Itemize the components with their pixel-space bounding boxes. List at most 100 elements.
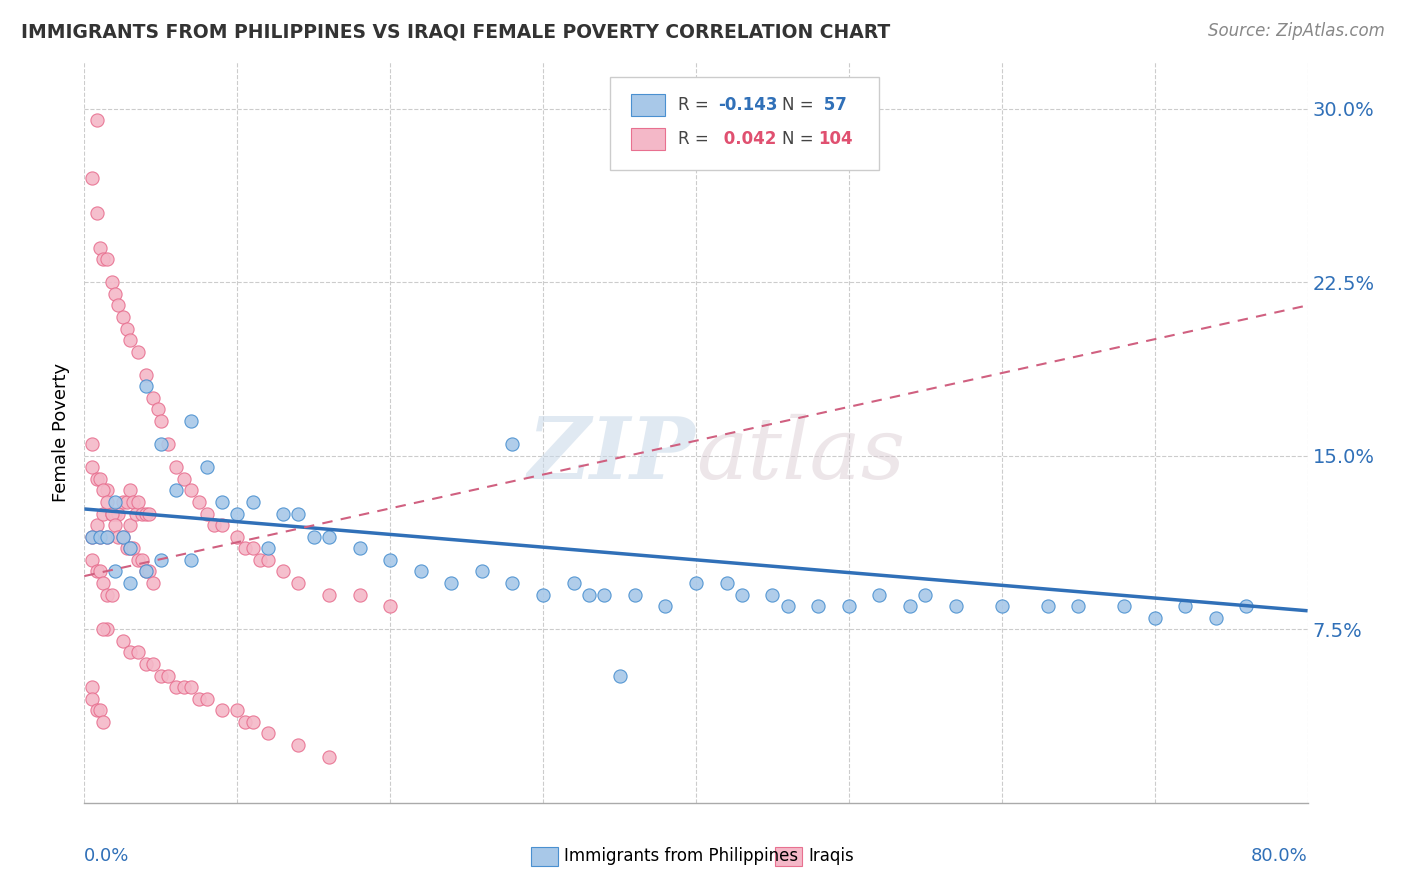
Point — [173, 680, 195, 694]
Point — [287, 738, 309, 752]
Point — [135, 507, 157, 521]
Point — [96, 252, 118, 266]
Point — [104, 507, 127, 521]
Text: R =: R = — [678, 129, 714, 148]
Text: Source: ZipAtlas.com: Source: ZipAtlas.com — [1208, 22, 1385, 40]
Point — [869, 588, 891, 602]
Point — [96, 622, 118, 636]
Point — [107, 298, 129, 312]
Text: Iraqis: Iraqis — [808, 847, 855, 865]
Point — [115, 321, 138, 335]
Text: N =: N = — [782, 96, 818, 114]
Point — [120, 541, 142, 556]
Point — [111, 530, 134, 544]
Point — [104, 518, 127, 533]
Point — [257, 726, 280, 740]
Point — [226, 507, 249, 521]
Point — [157, 437, 180, 451]
Point — [142, 391, 165, 405]
Y-axis label: Female Poverty: Female Poverty — [52, 363, 70, 502]
Point — [1067, 599, 1090, 614]
Point — [318, 530, 340, 544]
Text: IMMIGRANTS FROM PHILIPPINES VS IRAQI FEMALE POVERTY CORRELATION CHART: IMMIGRANTS FROM PHILIPPINES VS IRAQI FEM… — [21, 22, 890, 41]
Point — [1236, 599, 1258, 614]
Point — [211, 703, 233, 717]
Text: 80.0%: 80.0% — [1251, 847, 1308, 865]
Point — [120, 333, 142, 347]
Point — [685, 576, 707, 591]
Point — [242, 495, 264, 509]
Point — [89, 472, 111, 486]
Text: 0.0%: 0.0% — [84, 847, 129, 865]
Point — [1143, 610, 1166, 624]
Text: R =: R = — [678, 96, 714, 114]
Point — [115, 541, 138, 556]
Point — [111, 633, 134, 648]
Point — [91, 622, 114, 636]
Point — [89, 240, 111, 255]
Point — [226, 703, 249, 717]
Point — [257, 541, 280, 556]
Point — [609, 668, 631, 682]
Point — [120, 645, 142, 659]
FancyBboxPatch shape — [531, 847, 558, 866]
Point — [165, 460, 187, 475]
Point — [731, 588, 754, 602]
Point — [120, 518, 142, 533]
Point — [86, 113, 108, 128]
Point — [86, 518, 108, 533]
Point — [89, 530, 111, 544]
Point — [211, 495, 233, 509]
Point — [131, 507, 153, 521]
Point — [195, 691, 218, 706]
Point — [233, 541, 256, 556]
Point — [211, 518, 233, 533]
Point — [96, 530, 118, 544]
Point — [107, 530, 129, 544]
Point — [1174, 599, 1197, 614]
Text: N =: N = — [782, 129, 818, 148]
Point — [654, 599, 676, 614]
Point — [578, 588, 600, 602]
Point — [122, 495, 145, 509]
Point — [142, 576, 165, 591]
Point — [89, 703, 111, 717]
Point — [127, 553, 149, 567]
Point — [122, 541, 145, 556]
Point — [135, 368, 157, 382]
Point — [195, 460, 218, 475]
Point — [380, 599, 402, 614]
Point — [127, 645, 149, 659]
Point — [409, 565, 432, 579]
Point — [807, 599, 830, 614]
Point — [96, 495, 118, 509]
Point — [104, 495, 127, 509]
Point — [761, 588, 783, 602]
Point — [101, 588, 124, 602]
Point — [271, 565, 294, 579]
Point — [80, 460, 103, 475]
Point — [593, 588, 616, 602]
Text: 104: 104 — [818, 129, 853, 148]
Point — [127, 344, 149, 359]
Point — [195, 507, 218, 521]
Point — [104, 565, 127, 579]
Point — [173, 472, 195, 486]
Point — [149, 414, 172, 428]
Text: ZIP: ZIP — [529, 413, 696, 497]
Point — [80, 530, 103, 544]
Point — [898, 599, 921, 614]
Point — [91, 576, 114, 591]
Point — [188, 495, 211, 509]
Point — [104, 286, 127, 301]
Point — [138, 507, 160, 521]
FancyBboxPatch shape — [776, 847, 803, 866]
Point — [135, 565, 157, 579]
Point — [502, 576, 524, 591]
Point — [1205, 610, 1227, 624]
Point — [146, 402, 169, 417]
Point — [249, 553, 271, 567]
Point — [101, 507, 124, 521]
Point — [471, 565, 494, 579]
Point — [111, 530, 134, 544]
